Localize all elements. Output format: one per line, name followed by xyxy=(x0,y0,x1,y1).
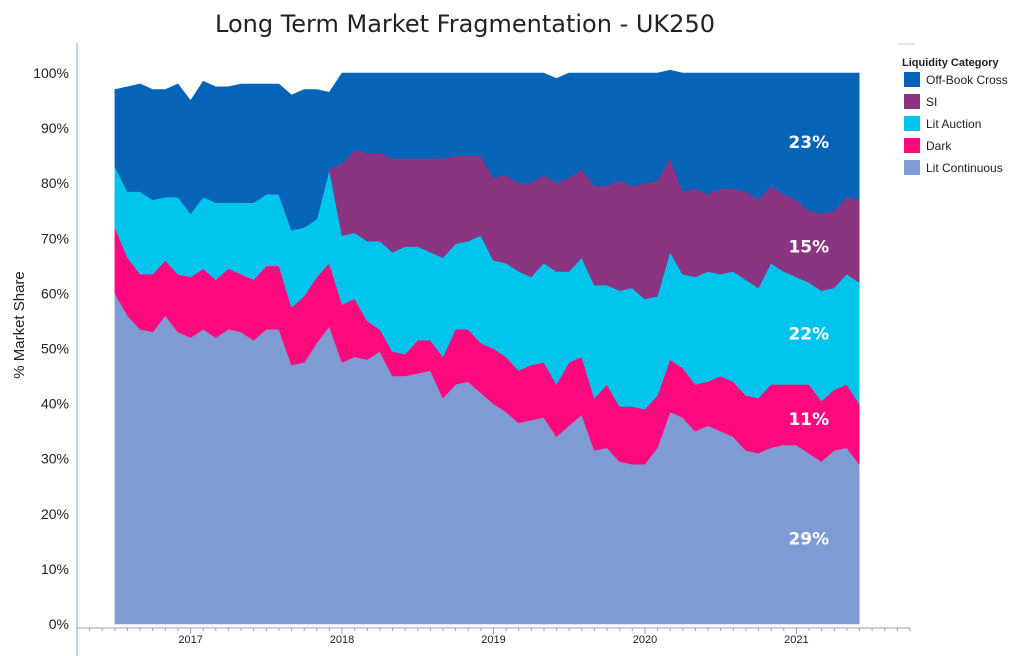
share-label-si: 15% xyxy=(788,238,829,258)
area-off-book-cross xyxy=(114,69,860,231)
y-tick-label: 90% xyxy=(41,120,69,136)
legend-title: Liquidity Category xyxy=(902,57,999,69)
legend-swatch xyxy=(904,94,920,109)
x-tick-label: 2018 xyxy=(330,634,354,646)
y-tick-label: 0% xyxy=(49,616,69,632)
legend-swatch xyxy=(904,138,920,153)
legend-item-label: SI xyxy=(926,95,937,109)
share-label-lit-auction: 22% xyxy=(788,324,829,344)
legend: Liquidity Category Off-Book Cross SI Lit A… xyxy=(898,43,1008,175)
y-tick-label: 10% xyxy=(41,561,69,577)
y-tick-label: 60% xyxy=(41,285,69,301)
y-tick-label: 50% xyxy=(41,341,69,357)
y-tick-label: 100% xyxy=(33,65,69,81)
legend-item-label: Lit Auction xyxy=(926,117,981,131)
share-label-off-book-cross: 23% xyxy=(788,133,829,153)
legend-item-label: Off-Book Cross xyxy=(926,73,1008,87)
share-label-dark: 11% xyxy=(788,410,829,430)
y-tick-label: 80% xyxy=(41,175,69,191)
legend-swatch xyxy=(904,116,920,131)
legend-item-label: Dark xyxy=(926,139,952,153)
share-annotations: 29% 11% 22% 15% 23% xyxy=(788,133,829,550)
y-tick-label: 70% xyxy=(41,230,69,246)
x-tick-label: 2021 xyxy=(784,634,808,646)
x-axis-ticks: 2017 2018 2019 2020 2021 xyxy=(178,628,809,646)
stacked-areas xyxy=(114,69,860,625)
x-tick-label: 2020 xyxy=(633,634,657,646)
x-tick-label: 2017 xyxy=(178,634,202,646)
y-tick-label: 40% xyxy=(41,396,69,412)
y-axis-ticks: 0% 10% 20% 30% 40% 50% 60% 70% 80% 90% 100% xyxy=(33,65,69,632)
y-tick-label: 30% xyxy=(41,451,69,467)
y-axis-label: % Market Share xyxy=(11,271,28,379)
chart-title: Long Term Market Fragmentation - UK250 xyxy=(215,10,715,38)
legend-swatch xyxy=(904,72,920,87)
x-tick-label: 2019 xyxy=(481,634,505,646)
share-label-lit-continuous: 29% xyxy=(788,530,829,550)
legend-swatch xyxy=(904,160,920,175)
legend-item-label: Lit Continuous xyxy=(926,161,1003,175)
y-tick-label: 20% xyxy=(41,506,69,522)
